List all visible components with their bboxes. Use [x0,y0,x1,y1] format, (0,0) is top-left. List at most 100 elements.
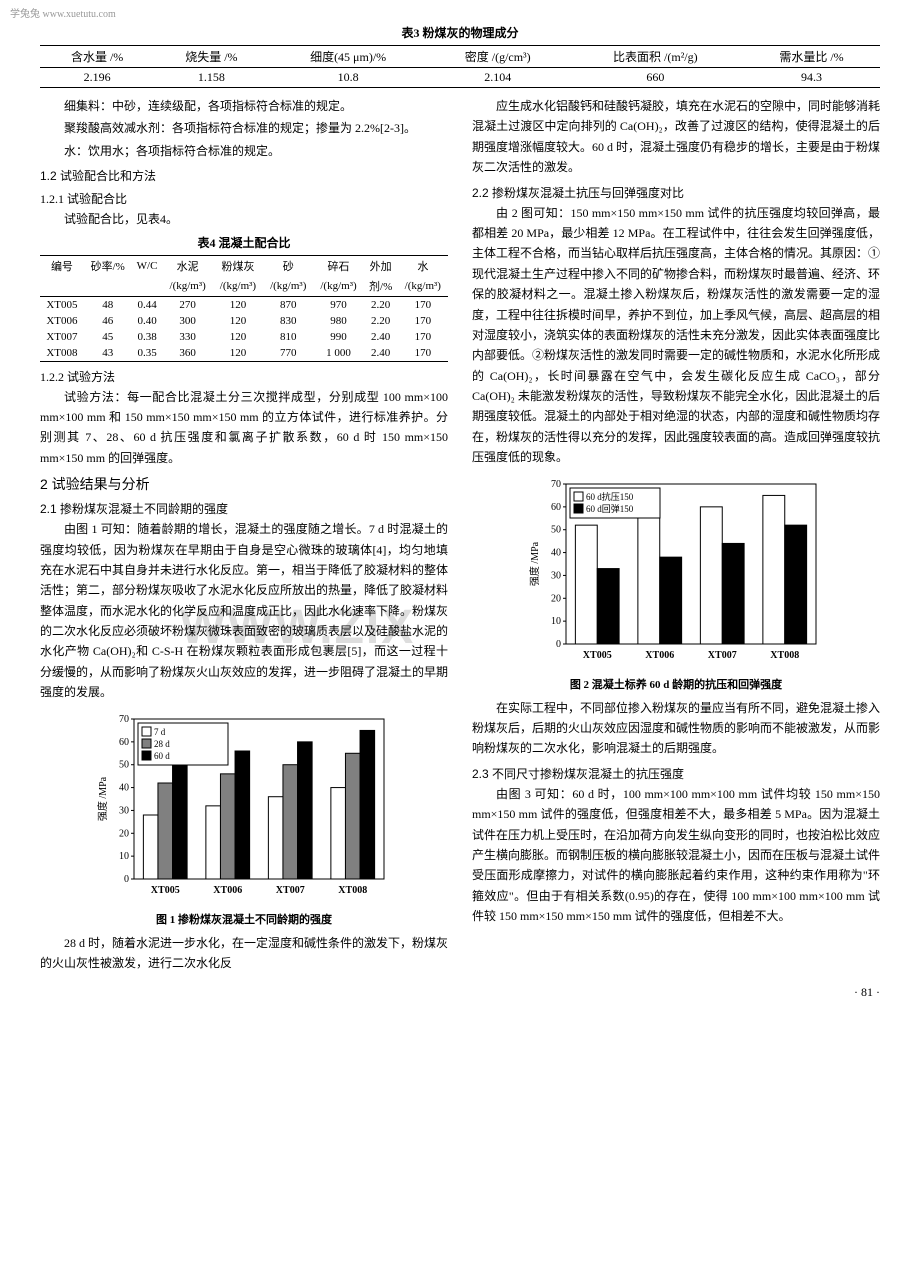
table-row: XT005480.442701208709702.20170 [40,296,448,313]
t4-r2-c8: 170 [398,329,448,345]
chart1: 010203040506070强度 /MPaXT005XT006XT007XT0… [94,709,394,909]
chart2: 010203040506070强度 /MPaXT005XT006XT007XT0… [526,474,826,674]
t4-r1-c8: 170 [398,313,448,329]
t4-r1-c4: 120 [213,313,263,329]
t4-h2-4: /(kg/m³) [213,276,263,297]
sec-2-3: 2.3 不同尺寸掺粉煤灰混凝土的抗压强度 [472,765,880,782]
svg-text:20: 20 [119,828,129,839]
t4-r2-c2: 0.38 [132,329,163,345]
t4-r0-c7: 2.20 [364,296,398,313]
t4-r3-c8: 170 [398,345,448,362]
svg-text:强度 /MPa: 强度 /MPa [96,776,109,821]
t4-r3-c3: 360 [163,345,213,362]
t3-c4: 660 [568,68,743,88]
sec-1-2: 1.2 试验配合比和方法 [40,167,448,184]
svg-text:XT008: XT008 [338,885,367,896]
svg-text:60 d抗压150: 60 d抗压150 [586,491,634,502]
svg-text:XT006: XT006 [645,650,674,661]
table-row: XT007450.383301208109902.40170 [40,329,448,345]
sec-2-1: 2.1 掺粉煤灰混凝土不同龄期的强度 [40,500,448,517]
t4-h1-3: 水泥 [163,255,213,276]
t4-r0-c4: 120 [213,296,263,313]
t4-h1-7: 外加 [364,255,398,276]
t4-h1-2: W/C [132,255,163,276]
svg-text:70: 70 [119,714,129,725]
t3-h4: 比表面积 /(m²/g) [568,46,743,68]
chart1-caption: 图 1 掺粉煤灰混凝土不同龄期的强度 [40,911,448,927]
left-p1: 细集料：中砂，连续级配，各项指标符合标准的规定。 [40,96,448,116]
t4-r3-c1: 43 [84,345,132,362]
t4-r3-c4: 120 [213,345,263,362]
svg-text:10: 10 [551,616,561,627]
svg-text:XT007: XT007 [276,885,305,896]
t4-h2-8: /(kg/m³) [398,276,448,297]
svg-text:10: 10 [119,851,129,862]
t4-r3-c7: 2.40 [364,345,398,362]
watermark-top: 学兔兔 www.xuetutu.com [10,5,116,20]
left-p7: 28 d 时，随着水泥进一步水化，在一定湿度和碱性条件的激发下，粉煤灰的火山灰性… [40,933,448,974]
t3-h0: 含水量 /% [40,46,154,68]
t4-r0-c2: 0.44 [132,296,163,313]
svg-text:强度 /MPa: 强度 /MPa [528,541,541,586]
t4-h2-3: /(kg/m³) [163,276,213,297]
t4-r2-c6: 990 [313,329,363,345]
t4-r3-c0: XT008 [40,345,84,362]
t4-h2-5: /(kg/m³) [263,276,313,297]
table3-title: 表3 粉煤灰的物理成分 [40,24,880,41]
sec-2: 2 试验结果与分析 [40,474,448,494]
svg-text:40: 40 [119,782,129,793]
t4-h2-2 [132,276,163,297]
left-p2: 聚羧酸高效减水剂：各项指标符合标准的规定；掺量为 2.2%[2-3]。 [40,118,448,138]
t4-r1-c1: 46 [84,313,132,329]
svg-text:60 d回弹150: 60 d回弹150 [586,503,634,514]
t4-r1-c2: 0.40 [132,313,163,329]
t4-r2-c5: 810 [263,329,313,345]
t4-r0-c3: 270 [163,296,213,313]
chart2-wrap: 010203040506070强度 /MPaXT005XT006XT007XT0… [472,474,880,692]
t4-r2-c7: 2.40 [364,329,398,345]
svg-text:70: 70 [551,479,561,490]
svg-text:XT006: XT006 [213,885,242,896]
table4: 编号砂率/%W/C水泥粉煤灰砂碎石外加水 /(kg/m³)/(kg/m³)/(k… [40,255,448,362]
page-number: · 81 · [40,985,880,1000]
t4-r2-c4: 120 [213,329,263,345]
t4-r1-c7: 2.20 [364,313,398,329]
svg-text:XT007: XT007 [708,650,737,661]
t4-h1-0: 编号 [40,255,84,276]
svg-text:50: 50 [119,759,129,770]
t4-h2-6: /(kg/m³) [313,276,363,297]
table4-title: 表4 混凝土配合比 [40,234,448,251]
svg-text:60 d: 60 d [154,751,170,761]
t4-r0-c1: 48 [84,296,132,313]
sec-1-2-2: 1.2.2 试验方法 [40,368,448,385]
svg-text:30: 30 [551,570,561,581]
right-column: 应生成水化铝酸钙和硅酸钙凝胶，填充在水泥石的空隙中，同时能够消耗混凝土过渡区中定… [472,96,880,975]
right-p4: 由图 3 可知：60 d 时，100 mm×100 mm×100 mm 试件均较… [472,784,880,927]
t4-r3-c5: 770 [263,345,313,362]
svg-text:0: 0 [124,874,129,885]
t4-r0-c8: 170 [398,296,448,313]
t3-c0: 2.196 [40,68,154,88]
sec-2-2: 2.2 掺粉煤灰混凝土抗压与回弹强度对比 [472,184,880,201]
t4-r1-c0: XT006 [40,313,84,329]
svg-text:XT005: XT005 [583,650,612,661]
t4-r2-c0: XT007 [40,329,84,345]
svg-text:XT005: XT005 [151,885,180,896]
t4-r3-c2: 0.35 [132,345,163,362]
t4-h1-5: 砂 [263,255,313,276]
t3-h5: 需水量比 /% [743,46,880,68]
table-row: XT006460.403001208309802.20170 [40,313,448,329]
t3-c3: 2.104 [428,68,568,88]
left-p5: 试验方法：每一配合比混凝土分三次搅拌成型，分别成型 100 mm×100 mm×… [40,387,448,469]
t4-h2-0 [40,276,84,297]
t4-r0-c6: 970 [313,296,363,313]
t4-h2-1 [84,276,132,297]
t4-r0-c0: XT005 [40,296,84,313]
t4-r3-c6: 1 000 [313,345,363,362]
svg-text:60: 60 [119,736,129,747]
left-p3: 水：饮用水；各项指标符合标准的规定。 [40,141,448,161]
table3: 含水量 /% 烧失量 /% 细度(45 μm)/% 密度 /(g/cm³) 比表… [40,45,880,88]
table-row: XT008430.353601207701 0002.40170 [40,345,448,362]
t3-c2: 10.8 [269,68,428,88]
t3-c1: 1.158 [154,68,268,88]
